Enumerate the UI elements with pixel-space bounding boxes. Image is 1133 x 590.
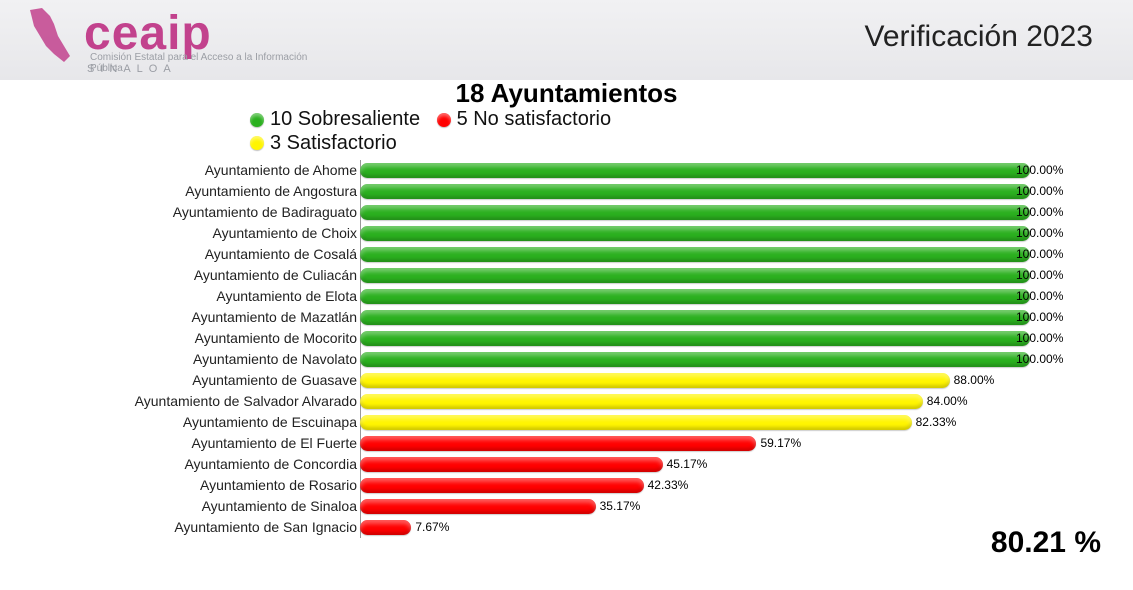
- chart-row: Ayuntamiento de Salvador Alvarado 84.00%: [0, 391, 1133, 412]
- logo: ceaip Comisión Estatal para el Acceso a …: [24, 6, 324, 76]
- bar: [360, 247, 1030, 262]
- chart-row: Ayuntamiento de San Ignacio 7.67%: [0, 517, 1133, 538]
- bar-value-label: 100.00%: [1016, 307, 1063, 328]
- chart-row: Ayuntamiento de El Fuerte 59.17%: [0, 433, 1133, 454]
- bar-value-label: 100.00%: [1016, 181, 1063, 202]
- chart-row: Ayuntamiento de Angostura 100.00%: [0, 181, 1133, 202]
- bar: [360, 415, 912, 430]
- row-label: Ayuntamiento de Cosalá: [7, 244, 357, 265]
- row-label: Ayuntamiento de Guasave: [7, 370, 357, 391]
- legend-item-no-satisfactorio: 5 No satisfactorio: [437, 108, 612, 131]
- bar: [360, 163, 1030, 178]
- bar-value-label: 100.00%: [1016, 349, 1063, 370]
- page-root: ceaip Comisión Estatal para el Acceso a …: [0, 0, 1133, 590]
- bar: [360, 310, 1030, 325]
- bar: [360, 478, 644, 493]
- bar-value-label: 88.00%: [954, 370, 995, 391]
- bar: [360, 289, 1030, 304]
- logo-subtitle-2: SINALOA: [87, 63, 177, 75]
- row-label: Ayuntamiento de Concordia: [7, 454, 357, 475]
- row-label: Ayuntamiento de Rosario: [7, 475, 357, 496]
- bar: [360, 331, 1030, 346]
- bar: [360, 499, 596, 514]
- row-label: Ayuntamiento de Culiacán: [7, 265, 357, 286]
- row-label: Ayuntamiento de Mazatlán: [7, 307, 357, 328]
- bar: [360, 436, 756, 451]
- bar-value-label: 100.00%: [1016, 202, 1063, 223]
- bar: [360, 373, 950, 388]
- row-label: Ayuntamiento de Elota: [7, 286, 357, 307]
- chart-row: Ayuntamiento de Navolato 100.00%: [0, 349, 1133, 370]
- row-label: Ayuntamiento de Angostura: [7, 181, 357, 202]
- row-label: Ayuntamiento de Mocorito: [7, 328, 357, 349]
- bar-value-label: 45.17%: [667, 454, 708, 475]
- bar-value-label: 100.00%: [1016, 244, 1063, 265]
- legend-label: 5 No satisfactorio: [457, 108, 612, 131]
- chart-legend: 10 Sobresaliente 5 No satisfactorio 3 Sa…: [250, 108, 950, 155]
- row-label: Ayuntamiento de Choix: [7, 223, 357, 244]
- legend-dot-icon: [250, 136, 264, 150]
- bar: [360, 184, 1030, 199]
- row-label: Ayuntamiento de El Fuerte: [7, 433, 357, 454]
- row-label: Ayuntamiento de Navolato: [7, 349, 357, 370]
- bar: [360, 352, 1030, 367]
- row-label: Ayuntamiento de Badiraguato: [7, 202, 357, 223]
- bar: [360, 268, 1030, 283]
- legend-dot-icon: [250, 113, 264, 127]
- chart-row: Ayuntamiento de Rosario 42.33%: [0, 475, 1133, 496]
- row-label: Ayuntamiento de Sinaloa: [7, 496, 357, 517]
- row-label: Ayuntamiento de Escuinapa: [7, 412, 357, 433]
- bar: [360, 520, 411, 535]
- bar-value-label: 100.00%: [1016, 160, 1063, 181]
- legend-dot-icon: [437, 113, 451, 127]
- bar-value-label: 59.17%: [760, 433, 801, 454]
- chart-title: 18 Ayuntamientos: [0, 78, 1133, 109]
- chart-row: Ayuntamiento de Ahome 100.00%: [0, 160, 1133, 181]
- bar-value-label: 7.67%: [415, 517, 449, 538]
- bar-value-label: 42.33%: [648, 475, 689, 496]
- legend-label: 3 Satisfactorio: [270, 132, 397, 155]
- chart-row: Ayuntamiento de Elota 100.00%: [0, 286, 1133, 307]
- row-label: Ayuntamiento de San Ignacio: [7, 517, 357, 538]
- bar-value-label: 100.00%: [1016, 328, 1063, 349]
- bar-value-label: 84.00%: [927, 391, 968, 412]
- average-value: 80.21 %: [991, 526, 1101, 560]
- row-label: Ayuntamiento de Salvador Alvarado: [7, 391, 357, 412]
- bar: [360, 457, 663, 472]
- legend-label: 10 Sobresaliente: [270, 108, 420, 131]
- chart-row: Ayuntamiento de Cosalá 100.00%: [0, 244, 1133, 265]
- bar-value-label: 82.33%: [916, 412, 957, 433]
- chart-row: Ayuntamiento de Mazatlán 100.00%: [0, 307, 1133, 328]
- chart-row: Ayuntamiento de Culiacán 100.00%: [0, 265, 1133, 286]
- bar: [360, 226, 1030, 241]
- row-label: Ayuntamiento de Ahome: [7, 160, 357, 181]
- bar: [360, 205, 1030, 220]
- legend-item-sobresaliente: 10 Sobresaliente: [250, 108, 420, 131]
- chart-row: Ayuntamiento de Choix 100.00%: [0, 223, 1133, 244]
- chart-area: Ayuntamiento de Ahome100.00%Ayuntamiento…: [0, 160, 1133, 560]
- bar-value-label: 100.00%: [1016, 265, 1063, 286]
- legend-item-satisfactorio: 3 Satisfactorio: [250, 132, 397, 155]
- bar: [360, 394, 923, 409]
- bar-value-label: 35.17%: [600, 496, 641, 517]
- bar-value-label: 100.00%: [1016, 286, 1063, 307]
- chart-row: Ayuntamiento de Badiraguato 100.00%: [0, 202, 1133, 223]
- chart-row: Ayuntamiento de Sinaloa 35.17%: [0, 496, 1133, 517]
- chart-row: Ayuntamiento de Escuinapa 82.33%: [0, 412, 1133, 433]
- chart-row: Ayuntamiento de Concordia 45.17%: [0, 454, 1133, 475]
- sinaloa-shape-icon: [24, 6, 74, 66]
- bar-value-label: 100.00%: [1016, 223, 1063, 244]
- chart-row: Ayuntamiento de Guasave 88.00%: [0, 370, 1133, 391]
- page-title: Verificación 2023: [865, 20, 1094, 54]
- chart-row: Ayuntamiento de Mocorito 100.00%: [0, 328, 1133, 349]
